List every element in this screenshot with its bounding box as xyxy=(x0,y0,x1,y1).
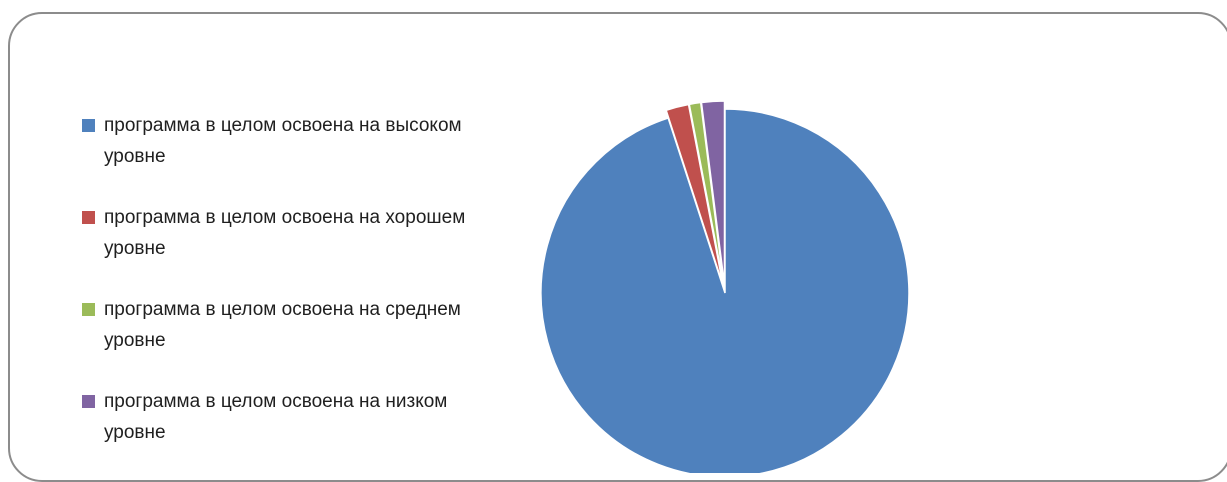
legend-item-low: программа в целом освоена на низком уров… xyxy=(80,386,500,478)
legend: программа в целом освоена на высоком уро… xyxy=(80,110,500,478)
legend-label-good: программа в целом освоена на хорошем уро… xyxy=(104,207,466,259)
pie-slice-high xyxy=(540,108,910,473)
legend-swatch-medium xyxy=(82,303,95,316)
legend-swatch-good xyxy=(82,211,95,224)
pie-slice-medium xyxy=(688,101,725,286)
legend-item-medium: программа в целом освоена на среднем уро… xyxy=(80,294,500,386)
legend-label-medium: программа в целом освоена на среднем уро… xyxy=(104,299,461,351)
legend-item-good: программа в целом освоена на хорошем уро… xyxy=(80,202,500,294)
legend-swatch-high xyxy=(82,119,95,132)
legend-label-low: программа в целом освоена на низком уров… xyxy=(104,391,448,443)
legend-swatch-low xyxy=(82,395,95,408)
pie-slice-good xyxy=(665,103,724,286)
legend-item-high: программа в целом освоена на высоком уро… xyxy=(80,110,500,202)
legend-label-high: программа в целом освоена на высоком уро… xyxy=(104,115,462,167)
pie-slice-low xyxy=(700,100,726,286)
